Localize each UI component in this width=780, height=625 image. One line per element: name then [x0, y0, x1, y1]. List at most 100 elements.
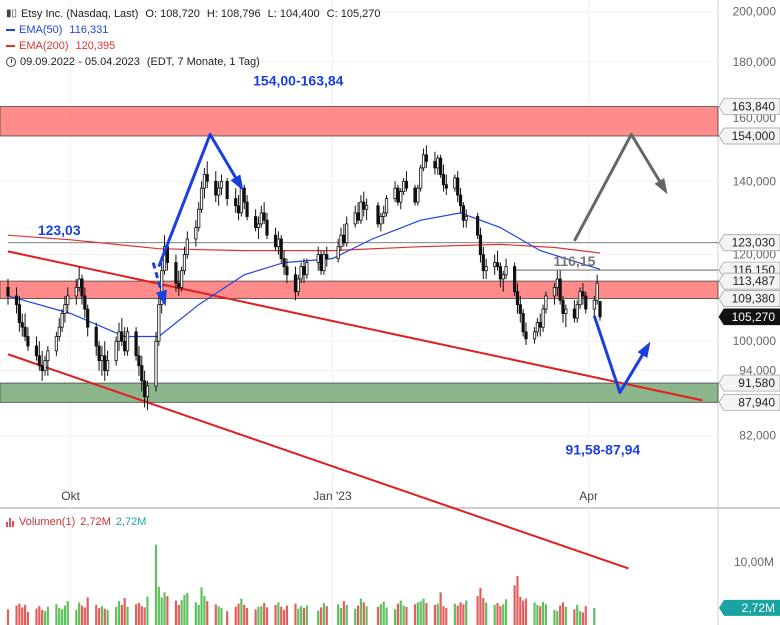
candle-body	[34, 345, 39, 357]
volume-bar	[115, 606, 118, 625]
candle	[555, 270, 559, 296]
candle	[575, 300, 579, 323]
candle	[376, 202, 380, 228]
price-tag: 109,380	[718, 290, 780, 307]
candle	[106, 350, 110, 376]
candle	[145, 380, 150, 411]
candle-body	[436, 157, 440, 169]
volume-bar	[482, 598, 485, 625]
candle	[182, 246, 187, 275]
candle	[584, 291, 588, 314]
candle	[365, 198, 369, 221]
volume-tick-label: 10,00M	[734, 555, 774, 569]
candle-body	[26, 336, 30, 347]
candle	[225, 177, 229, 206]
volume-bar	[524, 598, 528, 625]
volume-bar	[476, 596, 479, 625]
volume-value-teal: 2,72M	[115, 516, 147, 528]
candle	[174, 254, 178, 292]
candle-body	[521, 313, 525, 333]
candle	[316, 246, 320, 271]
candle-body	[279, 238, 283, 259]
candle-body	[353, 212, 357, 225]
candle-body	[23, 326, 27, 337]
candle	[6, 278, 10, 305]
candle-body	[433, 160, 437, 169]
candle-body	[461, 205, 465, 221]
volume-bar	[55, 604, 58, 625]
candle-body	[143, 380, 147, 398]
volume-bar	[157, 586, 160, 625]
arrow-path	[573, 132, 667, 242]
price-tag-box	[718, 272, 780, 290]
high-value: H: 108,796	[206, 8, 261, 20]
candle-body	[595, 282, 599, 301]
volume-bar	[425, 603, 428, 625]
volume-bar	[18, 603, 21, 625]
price-tag: 87,940	[718, 393, 780, 411]
volume-bar	[376, 606, 380, 625]
candle	[234, 188, 238, 213]
price-tag-label: 123,030	[732, 236, 776, 250]
candle-body	[265, 219, 269, 236]
volume-bar	[399, 600, 402, 625]
candle-body	[276, 238, 280, 248]
volume-bar	[103, 608, 106, 625]
candle	[433, 151, 437, 175]
candle-body	[83, 295, 87, 310]
candle	[396, 184, 400, 206]
volume-bar	[66, 601, 69, 625]
candle-body	[555, 278, 559, 288]
volume-bar	[140, 606, 143, 625]
candle	[325, 246, 329, 267]
candle	[57, 318, 61, 342]
volume-bar	[214, 604, 217, 625]
candle	[40, 350, 44, 381]
candle	[345, 216, 349, 247]
arrow-path	[592, 315, 650, 394]
candle	[160, 262, 164, 314]
scenario-arrow	[573, 132, 668, 242]
date-row: 09.09.2022 - 05.04.2023 (EDT, 7 Monate, …	[6, 54, 381, 70]
ema200-line	[7, 234, 601, 254]
candle	[217, 181, 221, 206]
candle	[205, 161, 209, 189]
candle-body	[382, 212, 386, 217]
candle-body	[342, 234, 346, 244]
volume-bar	[245, 608, 249, 625]
candle	[305, 258, 309, 279]
candle	[532, 327, 537, 344]
volume-bar	[305, 605, 308, 625]
candle-body	[205, 174, 209, 182]
candle-body	[495, 262, 500, 268]
candle	[578, 287, 582, 310]
volume-bar	[106, 609, 109, 625]
volume-bar	[496, 603, 499, 625]
candle-body	[424, 154, 428, 162]
scenario-arrow	[151, 262, 167, 307]
volume-bar	[21, 607, 24, 625]
scenario-arrow	[592, 315, 651, 394]
volume-bar	[282, 609, 286, 625]
volume-bar	[379, 604, 382, 625]
arrow-head	[230, 174, 244, 191]
volume-bar	[578, 611, 582, 625]
volume-bar	[260, 606, 263, 625]
candle	[436, 154, 440, 175]
candle	[413, 184, 417, 206]
volume-bar	[60, 609, 64, 625]
candle-body	[453, 177, 457, 189]
candle-body	[6, 286, 10, 297]
volume-bar	[559, 605, 562, 625]
volume-bar	[405, 606, 408, 625]
candle	[86, 304, 90, 337]
candle-body	[498, 266, 502, 280]
price-tag-box	[718, 127, 780, 145]
volume-bar	[78, 602, 81, 625]
price-tag: 105,270	[718, 308, 780, 326]
volume-bar	[564, 606, 567, 625]
candle	[77, 266, 81, 292]
candle	[123, 327, 127, 356]
candle	[120, 318, 124, 347]
volume-tag-box	[719, 599, 780, 616]
